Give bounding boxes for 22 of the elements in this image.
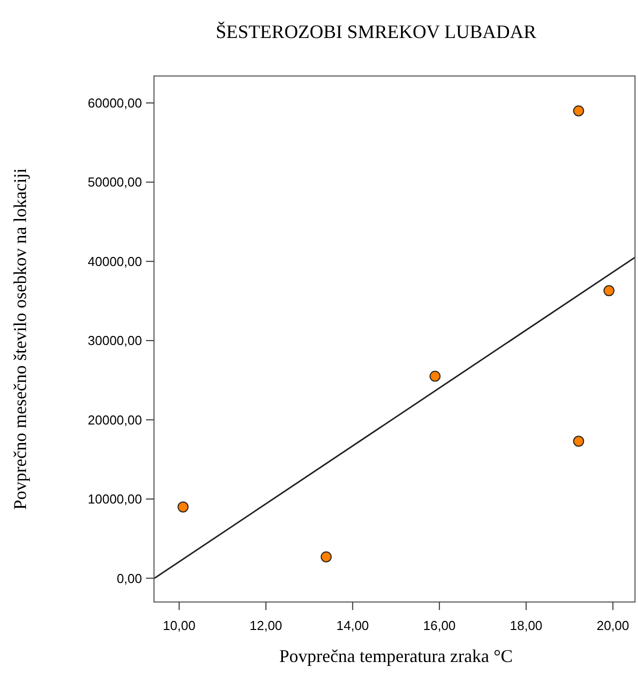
x-tick-label: 16,00	[423, 618, 456, 633]
x-tick-label: 20,00	[596, 618, 630, 633]
y-tick-label: 30000,00	[88, 333, 142, 348]
y-axis-title: Povprečno mesečno število osebkov na lokaciji	[10, 168, 30, 510]
point	[603, 285, 614, 296]
y-tick-label: 60000,00	[88, 95, 142, 110]
point	[573, 105, 584, 116]
x-tick-label: 18,00	[510, 618, 542, 633]
y-tick-label: 0,00	[116, 570, 142, 586]
point	[573, 436, 584, 447]
x-axis-title: Povprečna temperatura zraka °C	[279, 646, 513, 666]
y-tick-label: 10000,00	[88, 492, 142, 507]
x-tick-label: 14,00	[336, 618, 369, 633]
point	[178, 501, 189, 512]
y-tick-label: 40000,00	[88, 254, 142, 269]
chart-title: ŠESTEROZOBI SMREKOV LUBADAR	[216, 21, 537, 43]
y-tick-label: 20000,00	[88, 412, 142, 428]
point	[430, 370, 441, 382]
y-tick-label: 50000,00	[88, 174, 142, 190]
x-tick-label: 12,00	[250, 618, 282, 633]
point	[320, 551, 332, 562]
x-tick-label: 10,00	[162, 618, 196, 633]
